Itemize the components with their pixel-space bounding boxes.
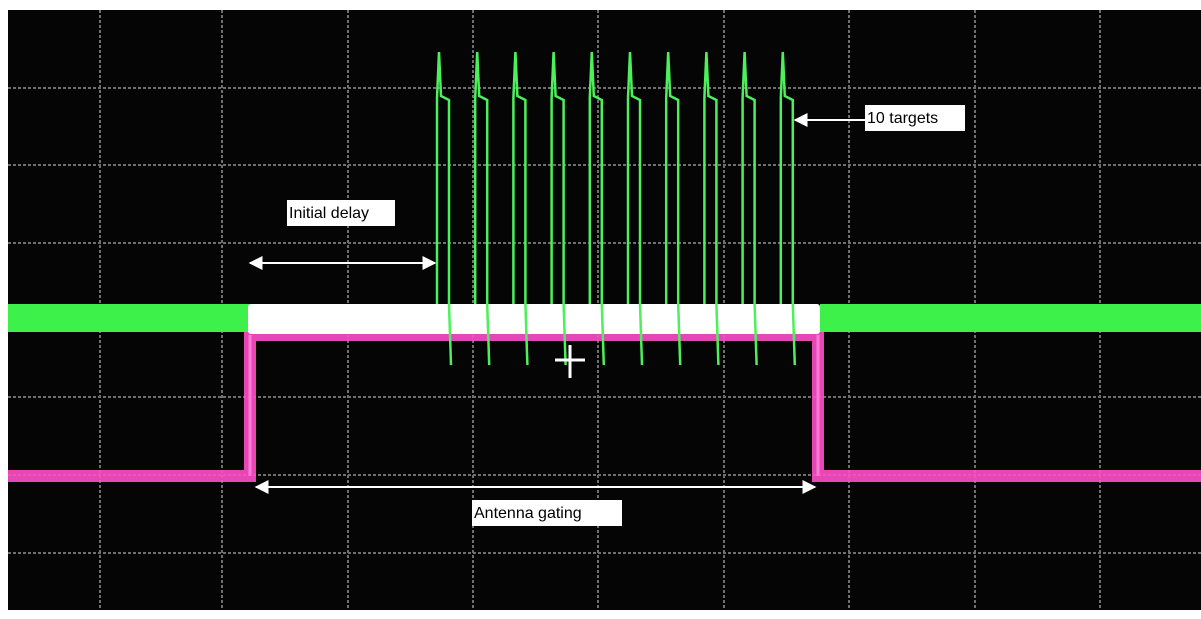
green-baseline-right [820,304,1201,332]
white-overlap-band [248,304,820,334]
initial-delay-label: Initial delay [289,205,369,222]
oscilloscope-photo: Initial delay 10 targets Antenna gating [0,0,1201,619]
antenna-gating-label: Antenna gating [474,505,582,522]
green-baseline-left [8,304,250,332]
targets-label: 10 targets [867,110,938,127]
page: {"annotations": {"initial_delay": "Initi… [0,0,1201,619]
